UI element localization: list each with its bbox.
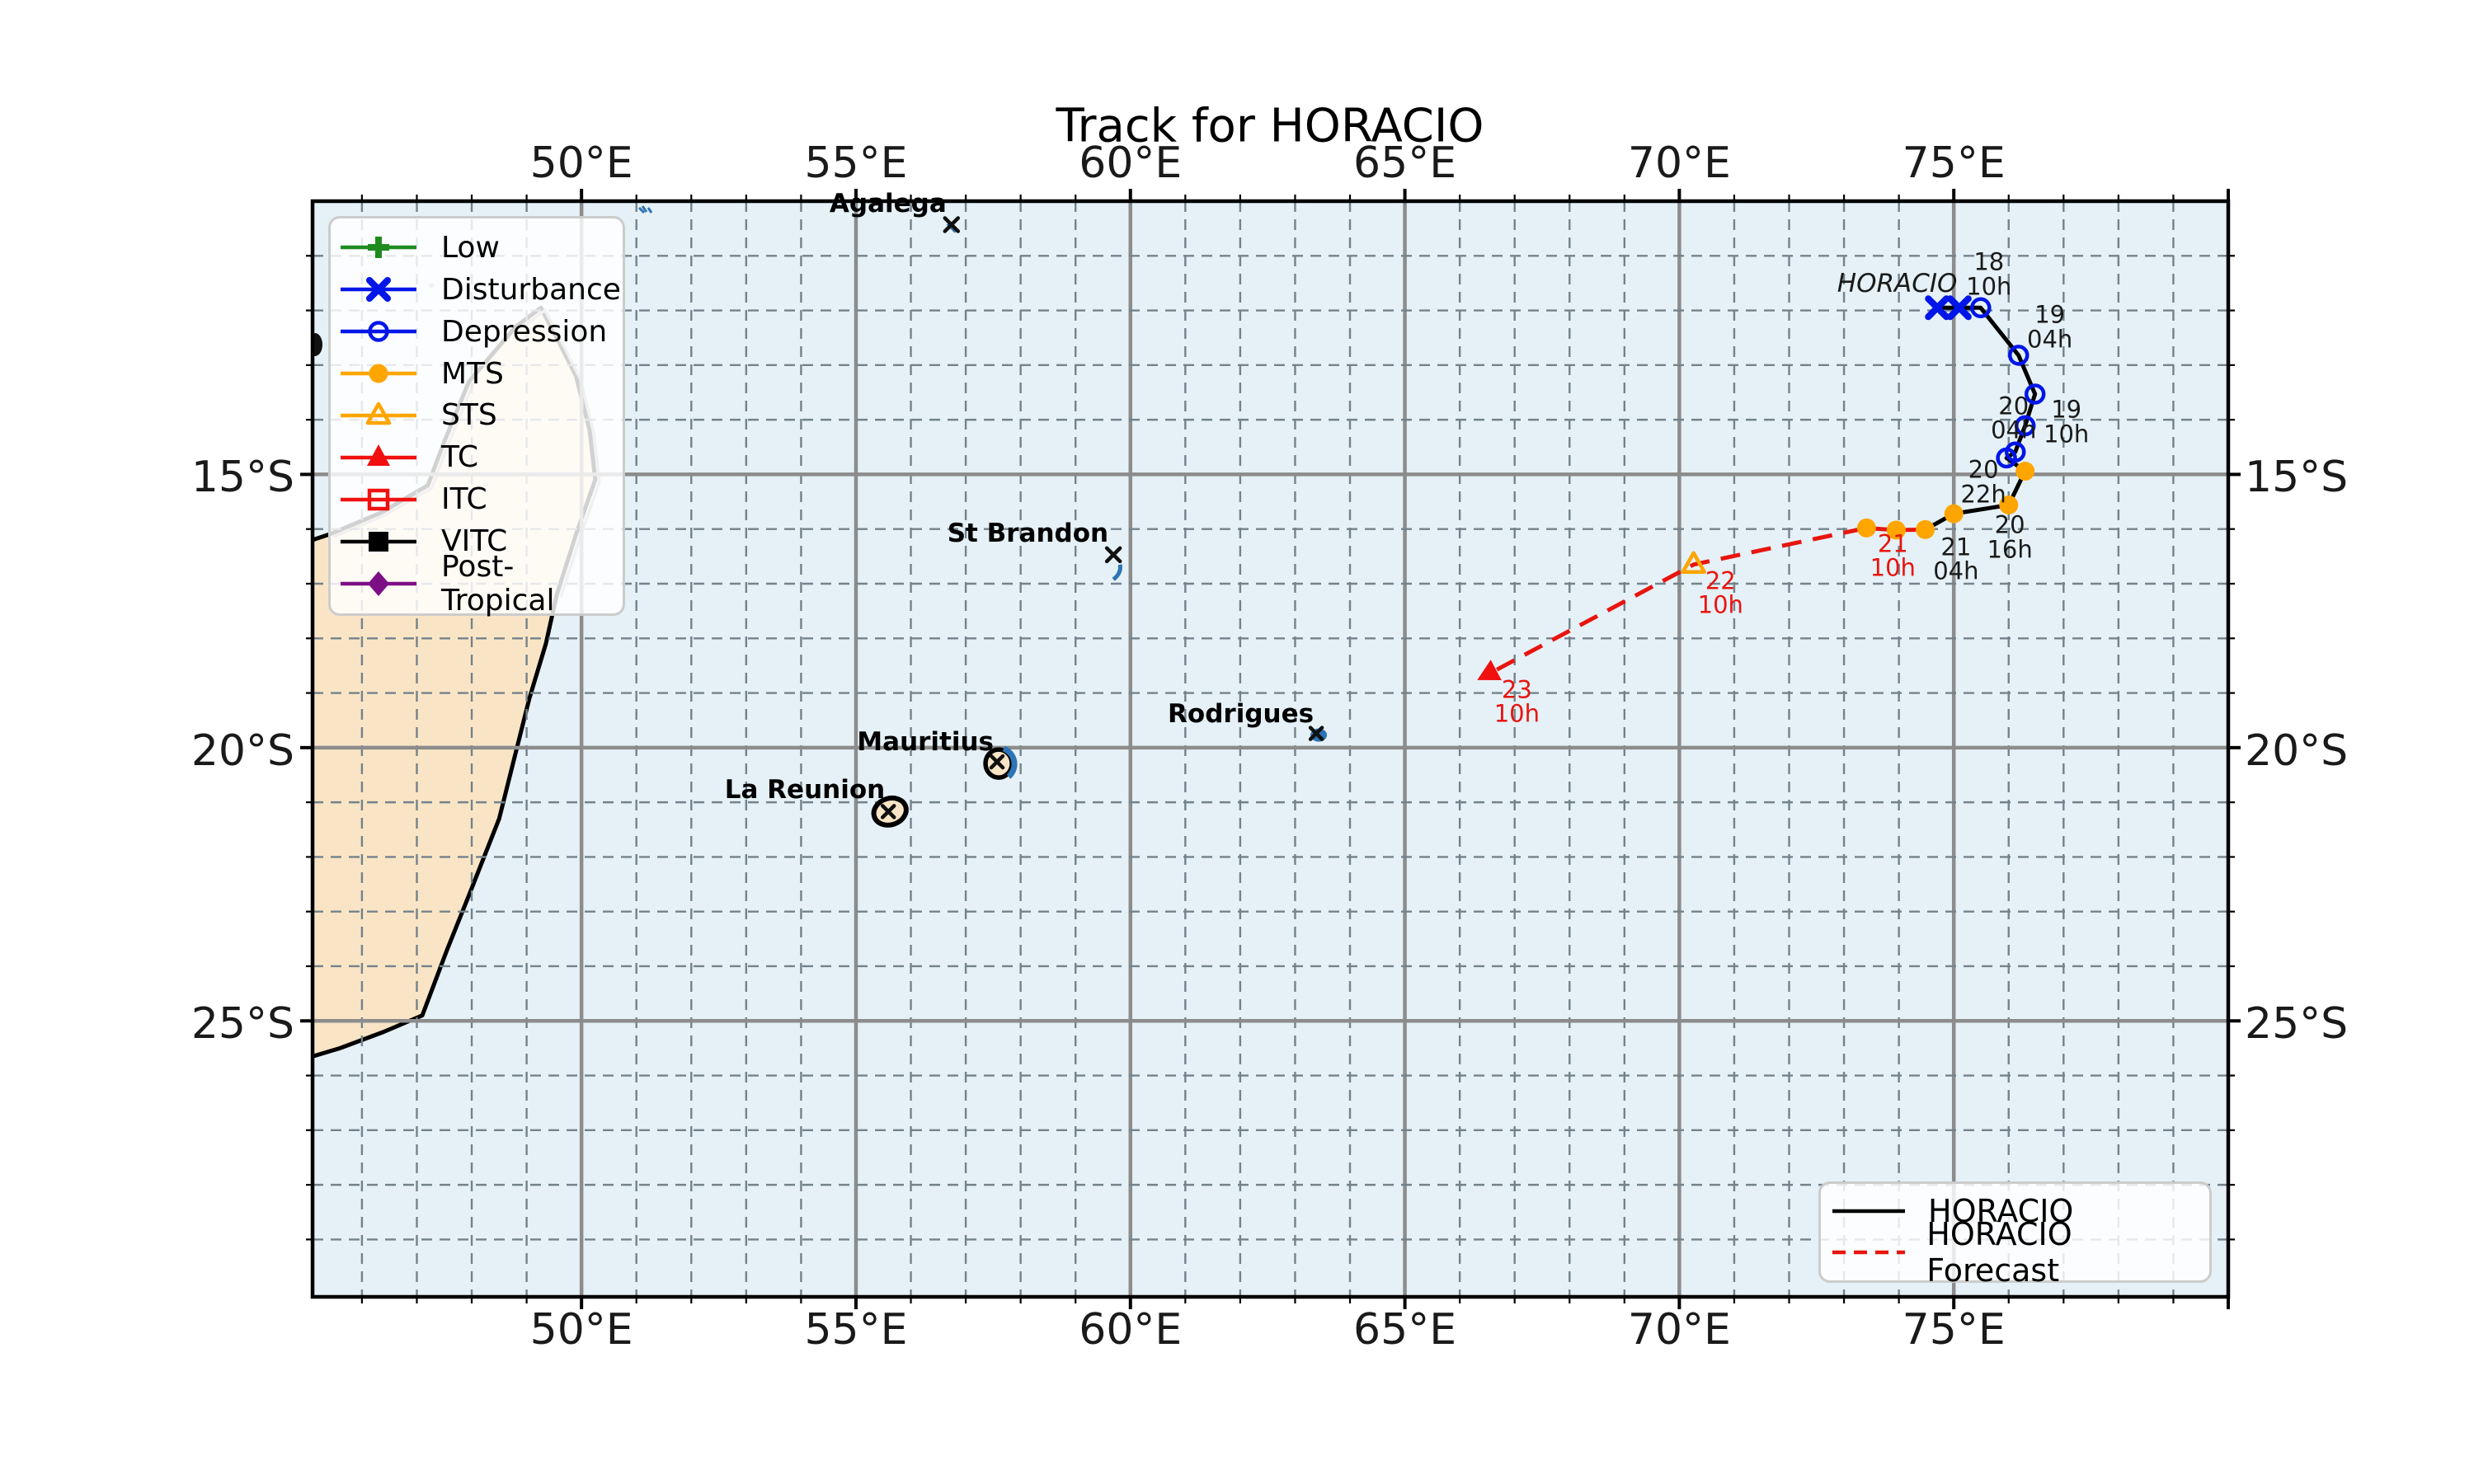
x-tick-label-top: 60°E <box>1079 139 1183 188</box>
track-point-disturbance <box>1925 295 1950 321</box>
x-tick-label-bottom: 75°E <box>1902 1305 2006 1355</box>
time-label-20-04h: 20 04h <box>1991 392 2037 444</box>
legend-storm-categories: Low Disturbance Depression MTS STS TC ITC VITC P… <box>328 216 625 618</box>
island-label-mauritius: Mauritius <box>857 727 995 758</box>
time-label-20-22h: 20 22h <box>1960 455 2006 509</box>
y-tick-label-left: 20°S <box>190 726 294 776</box>
island-label-rodrigues: Rodrigues <box>1168 698 1315 729</box>
time-label-19-10h: 19 10h <box>2044 395 2090 448</box>
triangle-open-marker-icon <box>341 402 416 425</box>
legend-item-sts: STS <box>331 395 623 437</box>
legend-item-vitc: VITC <box>331 520 623 562</box>
legend-item-label: TC <box>441 440 479 475</box>
circle-marker-icon <box>341 364 416 383</box>
track-point-depression <box>2024 383 2046 405</box>
x-tick-label-top: 50°E <box>529 139 633 188</box>
forecast-point-mts <box>1886 520 1906 540</box>
island-label-st-brandon: St Brandon <box>947 518 1109 548</box>
track-point-disturbance <box>1946 295 1972 321</box>
legend-item-horacio: HORACIO <box>1821 1190 2209 1231</box>
legend-item-horacio-forecast: HORACIO Forecast <box>1821 1216 2209 1289</box>
y-tick-label-left: 25°S <box>190 999 294 1050</box>
track-point-mts <box>1944 504 1964 524</box>
legend-item-label: Disturbance <box>441 272 621 307</box>
legend-item-tc: TC <box>331 436 623 478</box>
time-label-21-04h: 21 04h <box>1933 533 1979 585</box>
legend-item-label: MTS <box>441 356 504 391</box>
triangle-marker-icon <box>341 444 416 466</box>
time-label-18-10h: 18 10h <box>1966 247 2012 301</box>
island-label-agalega: Agalega <box>829 188 947 218</box>
track-point-mts <box>1999 495 2019 515</box>
track-point-depression <box>2014 415 2036 437</box>
legend-item-label: Depression <box>441 314 608 349</box>
legend-item-label: HORACIO <box>1928 1192 2074 1229</box>
x-tick-label-bottom: 70°E <box>1627 1305 1731 1355</box>
x-tick-label-top: 65°E <box>1353 139 1457 188</box>
dashed-line-icon <box>1832 1250 1905 1255</box>
square-marker-icon <box>341 531 416 552</box>
x-tick-label-top: 55°E <box>804 139 908 188</box>
x-tick-label-bottom: 60°E <box>1079 1305 1183 1355</box>
x-tick-label-bottom: 65°E <box>1353 1305 1457 1355</box>
y-tick-label-right: 15°S <box>2245 453 2349 503</box>
track-point-depression <box>1970 297 1992 319</box>
legend-track-lines: HORACIO HORACIO Forecast <box>1818 1181 2212 1289</box>
x-tick-label-bottom: 50°E <box>529 1305 633 1355</box>
square-open-marker-icon <box>341 488 416 510</box>
axis-ticks <box>300 189 2241 1309</box>
x-tick-label-top: 75°E <box>1902 139 2006 188</box>
solid-line-icon <box>1832 1209 1905 1213</box>
diamond-marker-icon <box>341 571 416 596</box>
x-tick-label-top: 70°E <box>1627 139 1731 188</box>
plus-marker-icon <box>341 237 416 259</box>
small-islands <box>871 216 1328 828</box>
circle-open-marker-icon <box>341 321 416 342</box>
legend-item-post-tropical: Post-Tropical <box>331 550 623 618</box>
forecast-point-tc <box>1477 660 1502 681</box>
legend-item-label: STS <box>441 398 497 433</box>
track-point-markers <box>1477 295 2046 681</box>
page-title: Track for HORACIO <box>1056 99 1484 153</box>
forecast-point-sts <box>1681 551 1706 575</box>
legend-item-disturbance: Disturbance <box>331 269 623 311</box>
track-point-mts <box>1916 519 1935 539</box>
legend-item-mts: MTS <box>331 353 623 395</box>
legend-item-label: ITC <box>441 482 487 517</box>
legend-item-label: HORACIO Forecast <box>1926 1216 2072 1289</box>
y-tick-label-left: 15°S <box>190 453 294 503</box>
legend-item-label: Low <box>441 230 500 265</box>
x-marker-icon <box>341 277 416 303</box>
x-tick-label-bottom: 55°E <box>804 1305 908 1355</box>
track-point-mts <box>2015 461 2035 481</box>
legend-item-depression: Depression <box>331 311 623 353</box>
island-label-la-reunion: La Reunion <box>724 775 886 805</box>
time-label-22-10h: 22 10h <box>1697 566 1743 619</box>
time-label-19-04h: 19 04h <box>2027 300 2073 354</box>
storm-name-label: HORACIO <box>1837 269 1958 299</box>
track-point-depression <box>2007 345 2030 366</box>
time-label-21-10h: 21 10h <box>1870 529 1916 582</box>
forecast-track-line <box>1488 525 1926 676</box>
map-plot-area <box>313 201 2228 1297</box>
time-label-23-10h: 23 10h <box>1493 675 1540 728</box>
tiny-reef-mark <box>637 205 653 214</box>
legend-item-low: Low <box>331 227 623 269</box>
forecast-point-mts <box>1856 518 1876 538</box>
mayotte-island <box>313 333 322 356</box>
legend-item-label: VITC <box>441 524 508 559</box>
legend-item-label: Post-Tropical <box>441 550 555 618</box>
time-label-20-16h: 20 16h <box>1987 510 2033 564</box>
y-tick-label-right: 25°S <box>2245 999 2349 1050</box>
legend-item-itc: ITC <box>331 478 623 520</box>
track-point-depression <box>1996 447 2017 469</box>
y-tick-label-right: 20°S <box>2245 726 2349 776</box>
